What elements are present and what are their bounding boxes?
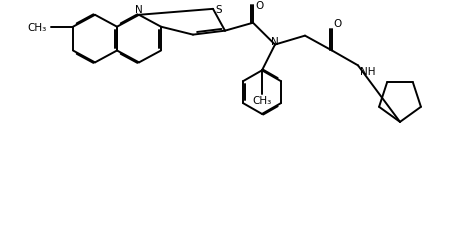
Text: NH: NH — [360, 67, 376, 77]
Text: CH₃: CH₃ — [28, 22, 47, 33]
Text: O: O — [333, 19, 341, 29]
Text: S: S — [215, 5, 222, 15]
Text: CH₃: CH₃ — [252, 96, 272, 106]
Text: N: N — [135, 5, 143, 15]
Text: N: N — [271, 36, 279, 46]
Text: O: O — [255, 1, 263, 11]
